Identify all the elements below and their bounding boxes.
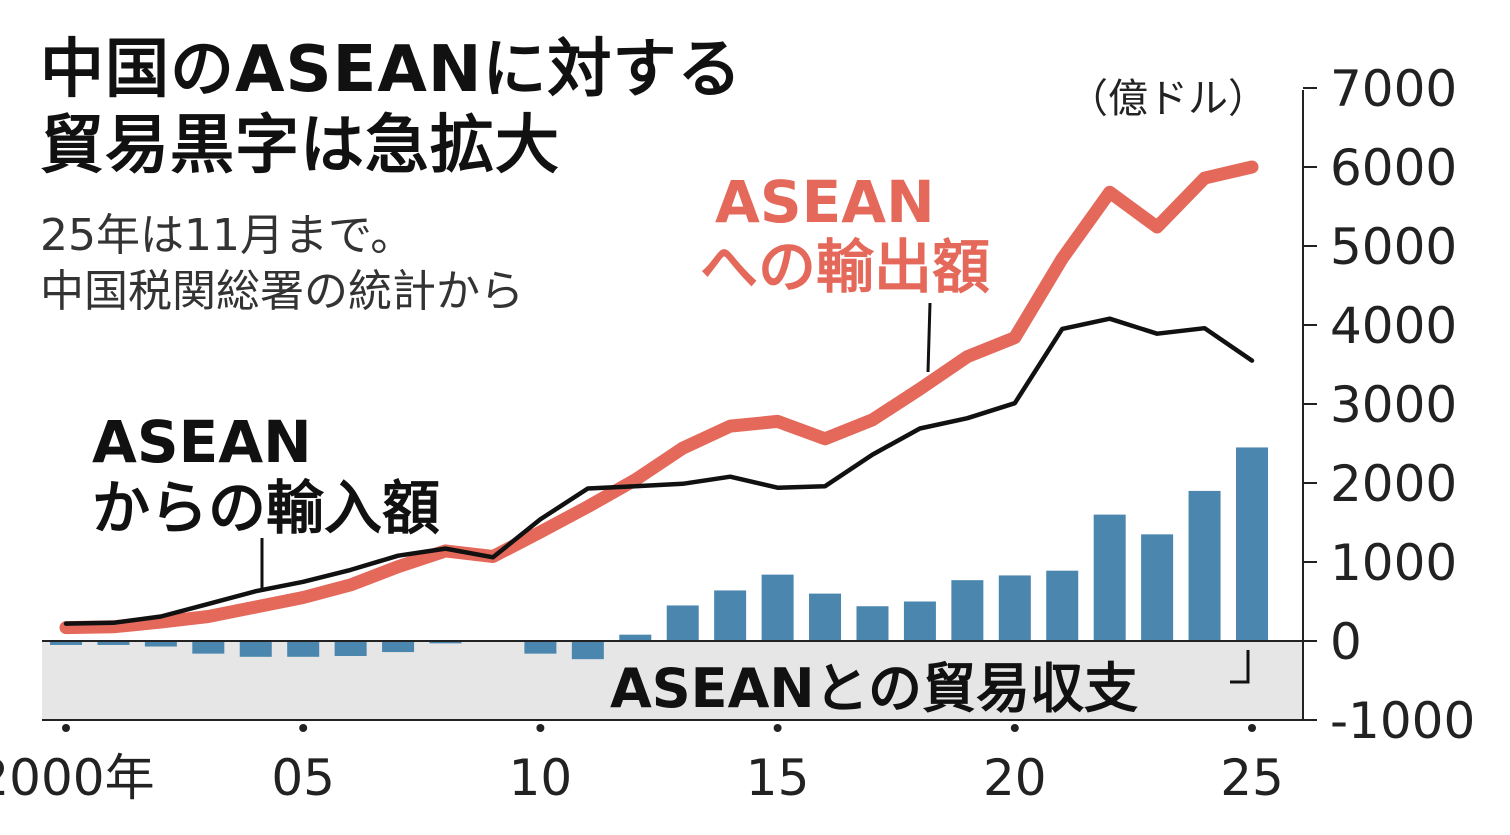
export-series-label: ASEAN [715,168,935,236]
y-tick-label: -1000 [1330,692,1475,750]
balance-bar [761,574,794,641]
balance-bar [97,641,130,645]
import-series-label: ASEAN [92,408,312,476]
y-tick-label: 5000 [1330,218,1457,276]
balance-bar [571,641,604,660]
x-tick-dot [773,724,782,732]
x-tick-dot [536,724,545,732]
y-tick-label: 2000 [1330,455,1457,513]
y-tick-label: 6000 [1330,139,1457,197]
y-unit-label: （億ドル） [1068,76,1268,122]
x-tick-label: 05 [271,749,335,807]
x-tick-dot [62,724,70,732]
x-tick-label: 20 [983,749,1047,807]
balance-bar [856,606,889,641]
balance-series-label: ASEANとの貿易収支 [610,657,1138,720]
balance-bar [998,575,1031,641]
balance-bar [1046,570,1079,641]
chart-subtitle-line-2: 中国税関総署の統計から [40,266,524,317]
balance-bar [714,590,747,641]
chart-subtitle-line-1: 25年は11月まで。 [40,210,415,261]
export-line [59,160,1259,635]
x-tick-label: 15 [746,749,810,807]
export-leader-line [926,302,932,373]
x-tick-dot [1010,724,1019,732]
y-tick-label: 0 [1330,613,1362,671]
x-tick-dot [1248,724,1256,732]
x-tick-label: 2000年 [0,749,155,807]
balance-bar [1236,447,1268,641]
balance-bar [1093,514,1126,641]
balance-bar [1141,534,1174,641]
x-tick-dot [299,724,308,732]
balance-bar [334,641,367,657]
balance-bar [809,593,842,641]
balance-bar [1188,490,1221,641]
y-tick-label: 7000 [1330,60,1457,118]
balance-bar [50,641,82,645]
balance-bar [429,641,462,644]
balance-bar [619,634,652,641]
balance-bar [666,605,699,641]
balance-bar [239,641,272,657]
balance-bar [287,641,320,657]
import-series-label: からの輸入額 [92,474,440,542]
balance-bar [903,601,936,641]
y-tick-label: 3000 [1330,376,1457,434]
import-line [63,316,1255,626]
balance-leader-line [1230,650,1250,684]
export-series-label: への輸出額 [700,233,990,301]
x-tick-label: 25 [1220,749,1284,807]
balance-bar [144,641,177,647]
y-tick-label: 1000 [1330,534,1457,592]
x-tick-label: 10 [509,749,573,807]
balance-bar [524,641,557,654]
y-tick-label: 4000 [1330,297,1457,355]
balance-bar [192,641,225,654]
balance-bar [951,580,984,641]
chart-title-line-1: 中国のASEANに対する [40,33,743,107]
chart-title-line-2: 貿易黒字は急拡大 [40,109,560,183]
balance-bar [382,641,415,653]
